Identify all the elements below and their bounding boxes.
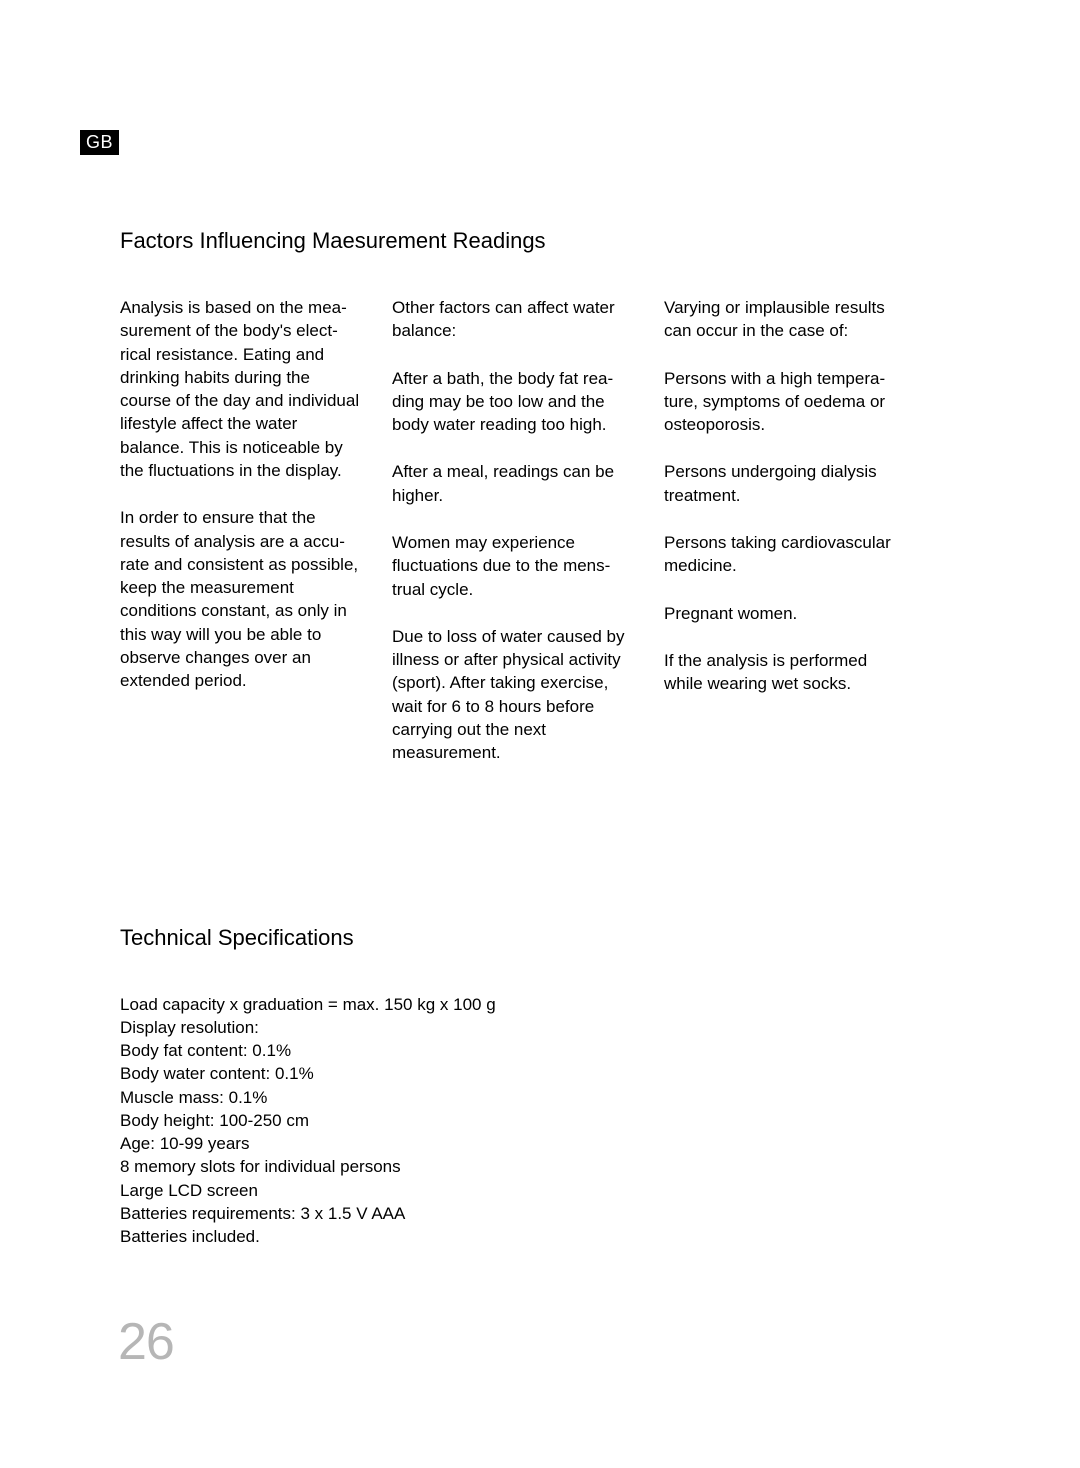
- section-2: Technical Specifications Load capacity x…: [120, 925, 970, 1249]
- body-text: After a bath, the body fat rea­ding may …: [392, 367, 634, 437]
- body-text: Women may experience fluctuations due to…: [392, 531, 634, 601]
- body-text: Other factors can affect water balance:: [392, 296, 634, 343]
- spec-line: Display resolution:: [120, 1016, 970, 1039]
- spec-line: Load capacity x graduation = max. 150 kg…: [120, 993, 970, 1016]
- spec-line: Body water content: 0.1%: [120, 1062, 970, 1085]
- body-text: Persons undergoing dialysis treatment.: [664, 460, 906, 507]
- spec-list: Load capacity x graduation = max. 150 kg…: [120, 993, 970, 1249]
- body-text: In order to ensure that the results of a…: [120, 506, 362, 692]
- body-text: If the analysis is performed while weari…: [664, 649, 906, 696]
- language-badge: GB: [80, 130, 119, 155]
- column-3: Varying or implausible results can occur…: [664, 296, 906, 765]
- section-2-title: Technical Specifications: [120, 925, 970, 951]
- body-text: Due to loss of water caused by illness o…: [392, 625, 634, 765]
- body-text: Analysis is based on the mea­surement of…: [120, 296, 362, 482]
- body-text: Pregnant women.: [664, 602, 906, 625]
- spec-line: 8 memory slots for individual persons: [120, 1155, 970, 1178]
- column-1: Analysis is based on the mea­surement of…: [120, 296, 362, 765]
- document-page: GB Factors Influencing Maesurement Readi…: [0, 0, 1080, 1468]
- body-text: Persons taking cardiovascular medicine.: [664, 531, 906, 578]
- body-text: Persons with a high tempera­ture, sympto…: [664, 367, 906, 437]
- spec-line: Batteries included.: [120, 1225, 970, 1248]
- spec-line: Age: 10-99 years: [120, 1132, 970, 1155]
- spec-line: Batteries requirements: 3 x 1.5 V AAA: [120, 1202, 970, 1225]
- body-text: After a meal, readings can be higher.: [392, 460, 634, 507]
- page-content: Factors Influencing Maesurement Readings…: [80, 228, 970, 1249]
- page-number: 26: [118, 1312, 174, 1372]
- columns-container: Analysis is based on the mea­surement of…: [120, 296, 970, 765]
- body-text: Varying or implausible results can occur…: [664, 296, 906, 343]
- spec-line: Body fat content: 0.1%: [120, 1039, 970, 1062]
- spec-line: Body height: 100-250 cm: [120, 1109, 970, 1132]
- spec-line: Large LCD screen: [120, 1179, 970, 1202]
- section-1-title: Factors Influencing Maesurement Readings: [120, 228, 970, 254]
- spec-line: Muscle mass: 0.1%: [120, 1086, 970, 1109]
- column-2: Other factors can affect water balance: …: [392, 296, 634, 765]
